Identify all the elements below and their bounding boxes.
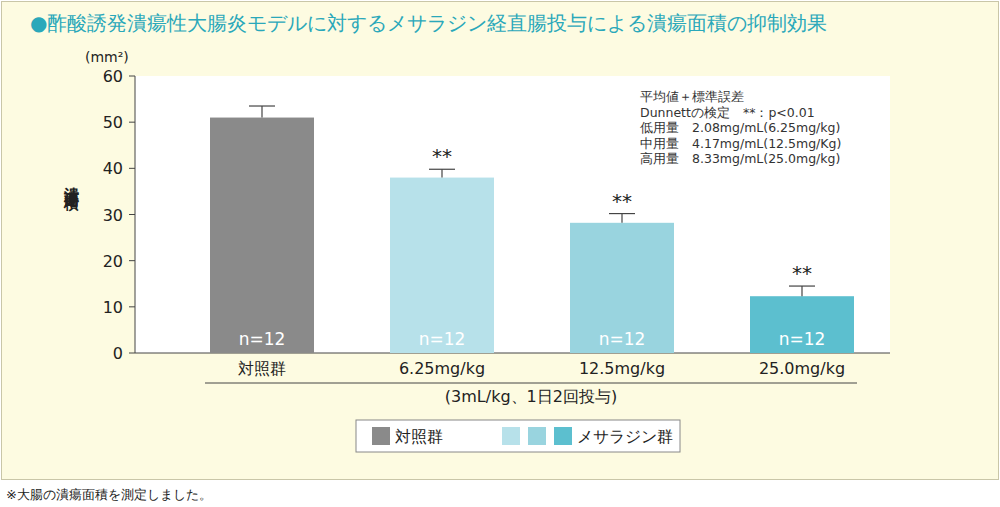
y-tick [129,306,135,307]
error-cap [609,213,635,214]
title: ●酢酸誘発潰瘍性大腸炎モデルに対するメサラジン経直腸投与による潰瘍面積の抑制効果 [30,11,827,35]
significance-mark: ** [792,261,812,285]
y-tick-label: 10 [103,298,123,317]
error-cap [789,285,815,286]
n-label: n=12 [419,329,466,349]
annotation: 高用量 8.33mg/mL(25.0mg/kg) [640,151,840,166]
annotation: 低用量 2.08mg/mL(6.25mg/kg) [640,120,840,135]
y-unit: (mm²) [85,49,129,65]
legend-label: 対照群 [395,427,443,446]
x-axis-label: (3mL/kg、1日2回投与) [445,387,617,406]
n-label: n=12 [779,329,826,349]
y-tick [129,260,135,261]
y-tick-label: 60 [103,67,123,86]
legend-swatch [372,427,390,445]
y-tick-label: 40 [103,159,123,178]
legend-box [356,420,680,452]
y-axis-line [135,76,136,353]
legend-label: メサラジン群 [577,427,673,446]
significance-mark: ** [612,189,632,213]
bar [750,296,854,353]
panel [2,2,999,480]
legend-swatch [502,427,520,445]
y-tick [129,76,135,77]
x-tick-label: 6.25mg/kg [399,359,485,378]
significance-mark: ** [432,144,452,168]
y-tick-label: 20 [103,252,123,271]
n-label: n=12 [599,329,646,349]
chart-root: ●酢酸誘発潰瘍性大腸炎モデルに対するメサラジン経直腸投与による潰瘍面積の抑制効果… [0,0,1000,507]
x-tick-label: 12.5mg/kg [579,359,665,378]
error-cap [249,105,275,106]
bar [210,118,314,353]
y-axis-label: 潰瘍面積 [63,175,81,212]
annotation: Dunnettの検定 **：p<0.01 [640,105,815,120]
error-bar [801,286,802,296]
x-tick-label: 対照群 [238,359,286,378]
y-tick-label: 0 [113,344,123,363]
error-bar [621,214,622,223]
bar [570,223,674,353]
y-tick-label: 30 [103,206,123,225]
y-tick [129,353,135,354]
plot-area [135,76,890,353]
group-underline [205,383,857,384]
bar [390,178,494,353]
y-tick [129,168,135,169]
legend-swatch [528,427,546,445]
y-tick [129,122,135,123]
legend-swatch [554,427,572,445]
annotation: 中用量 4.17mg/mL(12.5mg/Kg) [640,136,841,151]
x-tick-label: 25.0mg/kg [759,359,845,378]
footnote: ※大腸の潰瘍面積を測定しました。 [6,487,212,502]
n-label: n=12 [239,329,286,349]
y-tick-label: 50 [103,113,123,132]
error-bar [441,169,442,177]
error-cap [429,169,455,170]
y-tick [129,214,135,215]
error-bar [261,106,262,118]
annotation: 平均値＋標準誤差 [640,89,744,104]
